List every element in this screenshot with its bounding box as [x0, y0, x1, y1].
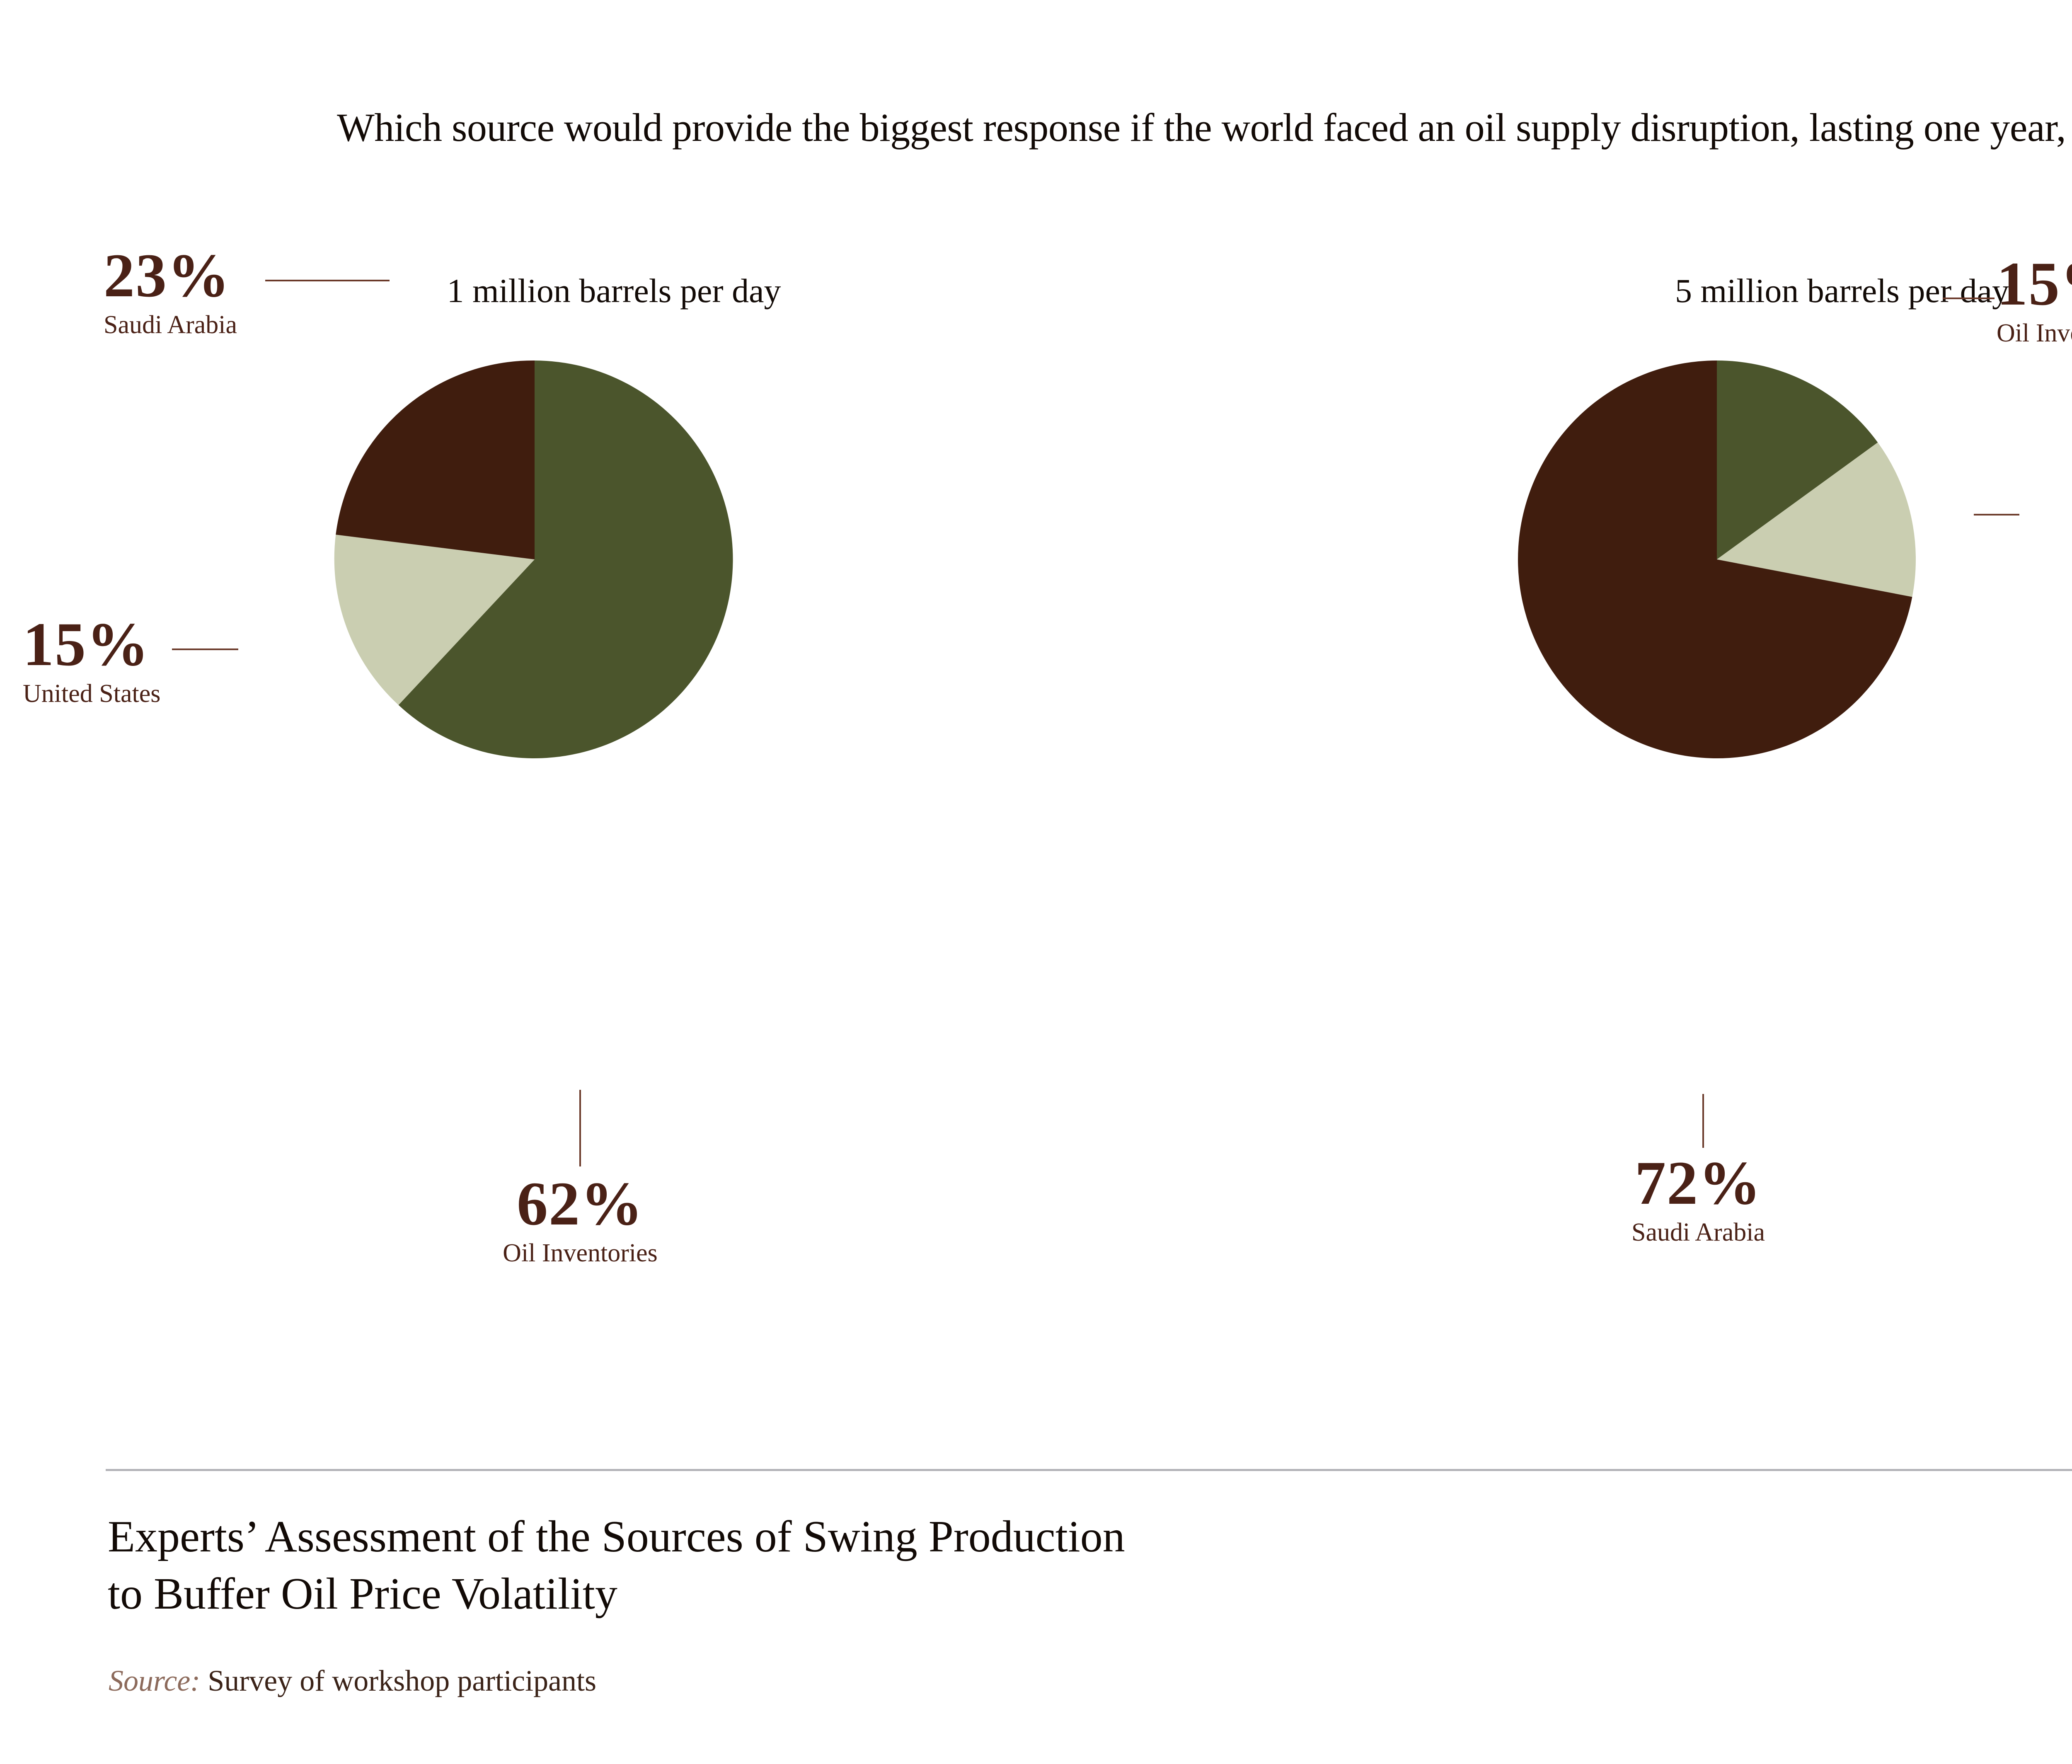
- footer-title-line-2: to Buffer Oil Price Volatility: [108, 1569, 617, 1619]
- pie-slice-saudi-arabia: [1518, 361, 1912, 758]
- panel-title-5mbd: 5 million barrels per day: [1675, 272, 2009, 310]
- leader-line-united-states-1mbd: [172, 648, 238, 650]
- pie-slice-saudi-arabia: [336, 360, 535, 559]
- callout-percent: 23%: [104, 241, 230, 310]
- pie-slice-oil-inventories: [398, 361, 733, 758]
- leader-line-saudi-arabia-5mbd: [1702, 1094, 1704, 1148]
- leader-line-oil-inventories-1mbd: [579, 1090, 581, 1166]
- chart-question-headline: Which source would provide the biggest r…: [337, 105, 2072, 150]
- pie-chart-1mbd: [327, 352, 742, 767]
- callout-oil-inventories-1mbd: 62% Oil Inventories: [423, 1173, 738, 1270]
- callout-oil-inventories-5mbd: 15% Oil Inventories: [1997, 253, 2072, 350]
- callout-percent: 13%: [2015, 474, 2072, 537]
- footer-source: Source: Survey of workshop participants: [109, 1664, 596, 1698]
- footer-title-line-1: Experts’ Assessment of the Sources of Sw…: [108, 1512, 1125, 1561]
- callout-category: Saudi Arabia: [1631, 1218, 1765, 1246]
- callout-category: United States: [23, 680, 161, 708]
- source-text: Survey of workshop participants: [208, 1664, 597, 1697]
- callout-united-states-5mbd: 13% United States: [2015, 474, 2072, 571]
- pie-slice-united-states: [334, 535, 535, 705]
- callout-percent: 15%: [23, 610, 150, 679]
- leader-line-united-states-5mbd: [1974, 514, 2019, 515]
- callout-united-states-1mbd: 15% United States: [23, 613, 160, 710]
- callout-category: Oil Inventories: [503, 1239, 658, 1267]
- leader-line-saudi-arabia-1mbd: [265, 280, 390, 281]
- footer-divider: [106, 1469, 2072, 1471]
- callout-category: Saudi Arabia: [104, 311, 237, 339]
- source-label: Source:: [109, 1664, 201, 1697]
- panel-title-1mbd: 1 million barrels per day: [447, 272, 781, 310]
- callout-percent: 72%: [1635, 1149, 1762, 1217]
- callout-category: United States: [2015, 539, 2072, 571]
- leader-line-oil-inventories-5mbd: [1943, 298, 1995, 299]
- callout-saudi-arabia-1mbd: 23% Saudi Arabia: [104, 244, 237, 341]
- pie-slice-united-states: [1717, 442, 1916, 597]
- callout-percent: 62%: [517, 1169, 644, 1238]
- pie-svg-5mbd: [1518, 361, 1916, 758]
- pie-chart-5mbd: [1510, 352, 1924, 767]
- callout-saudi-arabia-5mbd: 72% Saudi Arabia: [1541, 1152, 1856, 1249]
- pie-svg-1mbd: [334, 360, 733, 758]
- callout-category: Oil Inventories: [1997, 319, 2072, 347]
- pie-slice-oil-inventories: [1717, 361, 1878, 559]
- footer-title: Experts’ Assessment of the Sources of Sw…: [108, 1508, 1600, 1623]
- callout-percent: 15%: [1997, 249, 2072, 318]
